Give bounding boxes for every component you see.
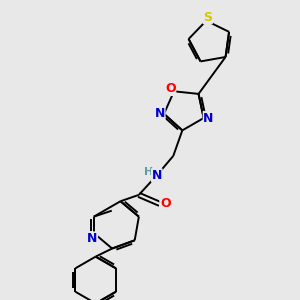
Text: O: O (160, 197, 170, 210)
Text: S: S (203, 11, 212, 24)
Text: N: N (87, 232, 98, 245)
Text: N: N (152, 169, 162, 182)
Text: N: N (154, 107, 165, 120)
Text: N: N (203, 112, 214, 124)
Text: H: H (144, 167, 153, 177)
Text: O: O (165, 82, 176, 95)
